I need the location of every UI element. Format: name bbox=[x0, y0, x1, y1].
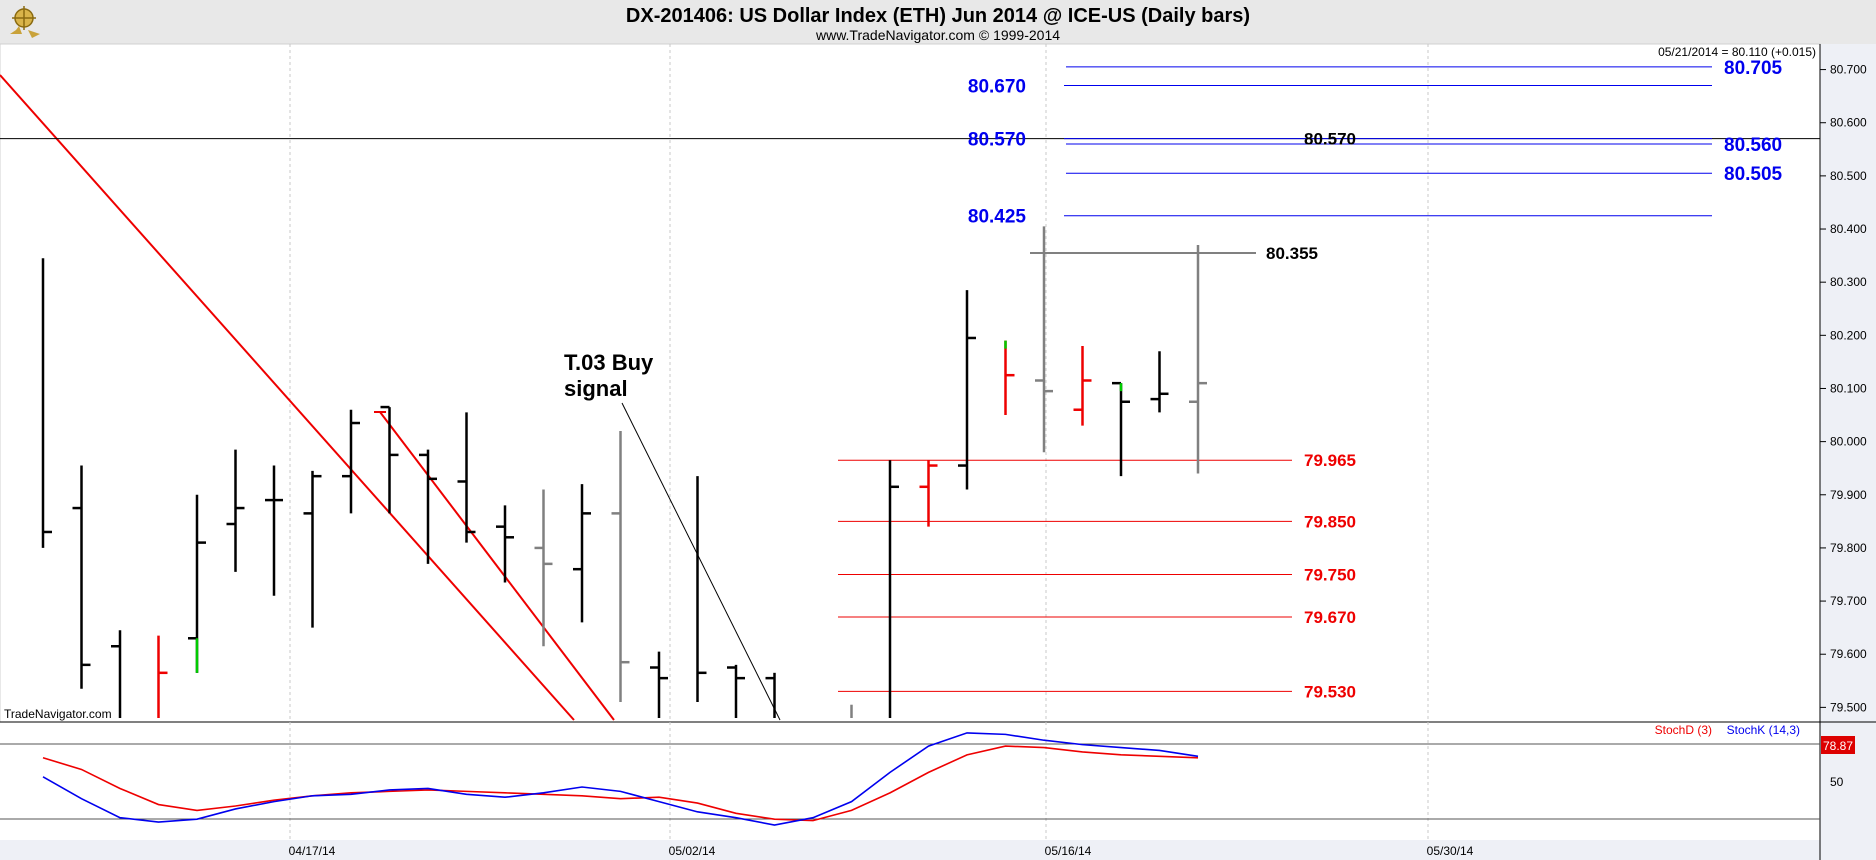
ohlc-bar bbox=[41, 258, 52, 548]
ohlc-bar bbox=[1112, 381, 1130, 477]
ohlc-bar bbox=[496, 505, 514, 583]
trendline-red-2 bbox=[379, 411, 615, 721]
level-label-blue-right: 80.705 bbox=[1724, 58, 1783, 79]
y-tick-label: 79.700 bbox=[1830, 594, 1867, 608]
chart-subtitle: www.TradeNavigator.com © 1999-2014 bbox=[815, 27, 1060, 43]
last-quote-readout: 05/21/2014 = 80.110 (+0.015) bbox=[1658, 45, 1816, 59]
y-tick-label: 80.600 bbox=[1830, 116, 1867, 130]
ohlc-bar bbox=[919, 460, 938, 527]
ohlc-bar bbox=[226, 449, 245, 572]
y-tick-label: 79.500 bbox=[1830, 700, 1867, 714]
ohlc-bar bbox=[1073, 345, 1092, 426]
ohlc-bar bbox=[727, 664, 745, 718]
level-label-black: 80.570 bbox=[1304, 130, 1356, 149]
ohlc-bar bbox=[1189, 244, 1207, 474]
ohlc-bar bbox=[111, 630, 122, 718]
watermark: TradeNavigator.com bbox=[4, 707, 112, 721]
ohlc-bar bbox=[72, 465, 91, 689]
stoch-tick-50: 50 bbox=[1830, 775, 1844, 789]
ohlc-bar bbox=[1150, 351, 1169, 413]
annotation-line-1: T.03 Buy bbox=[564, 350, 654, 375]
x-tick-label: 05/16/14 bbox=[1045, 844, 1092, 858]
ohlc-bar bbox=[611, 430, 630, 703]
stoch-last-value-box bbox=[1821, 736, 1855, 754]
y-tick-label: 80.300 bbox=[1830, 275, 1867, 289]
annotation-pointer bbox=[621, 402, 781, 721]
level-label-blue: 80.670 bbox=[968, 77, 1026, 98]
ohlc-bar bbox=[888, 460, 899, 718]
stoch-d-legend: StochD (3) bbox=[1655, 723, 1712, 737]
y-tick-label: 80.400 bbox=[1830, 222, 1867, 236]
ohlc-bar bbox=[303, 470, 322, 628]
ohlc-bar bbox=[342, 409, 360, 514]
level-label-blue: 80.570 bbox=[968, 130, 1026, 151]
ohlc-bar bbox=[188, 494, 206, 673]
level-label-blue: 80.425 bbox=[968, 207, 1027, 228]
x-tick-label: 05/30/14 bbox=[1427, 844, 1474, 858]
ohlc-bar bbox=[380, 405, 399, 514]
stoch-k-legend: StochK (14,3) bbox=[1727, 723, 1800, 737]
y-tick-label: 80.700 bbox=[1830, 63, 1867, 77]
ohlc-bar bbox=[650, 651, 668, 718]
ohlc-bar bbox=[1004, 340, 1015, 416]
ohlc-bar bbox=[573, 484, 591, 623]
y-tick-label: 79.600 bbox=[1830, 647, 1867, 661]
level-label-blue-right: 80.560 bbox=[1724, 135, 1782, 156]
level-label-black: 80.355 bbox=[1266, 244, 1318, 263]
ohlc-bar bbox=[419, 449, 437, 564]
y-tick-label: 80.000 bbox=[1830, 435, 1867, 449]
y-tick-label: 79.900 bbox=[1830, 488, 1867, 502]
level-label-red: 79.850 bbox=[1304, 512, 1356, 531]
ohlc-bar bbox=[534, 489, 553, 647]
level-label-red: 79.750 bbox=[1304, 565, 1356, 584]
ohlc-bar bbox=[765, 672, 776, 718]
ohlc-bar bbox=[265, 465, 283, 596]
trendline-red-1 bbox=[0, 74, 575, 721]
y-tick-label: 80.100 bbox=[1830, 381, 1867, 395]
stoch-k-line bbox=[42, 732, 1199, 826]
logo-icon bbox=[10, 6, 40, 38]
y-tick-label: 80.500 bbox=[1830, 169, 1867, 183]
ohlc-bar bbox=[157, 635, 168, 718]
level-label-red: 79.670 bbox=[1304, 608, 1356, 627]
ohlc-bar bbox=[958, 290, 976, 490]
ohlc-bar bbox=[696, 476, 707, 703]
stoch-d-line bbox=[42, 745, 1199, 822]
level-label-red: 79.530 bbox=[1304, 682, 1356, 701]
x-tick-label: 05/02/14 bbox=[669, 844, 716, 858]
level-label-blue-right: 80.505 bbox=[1724, 164, 1783, 185]
level-label-red: 79.965 bbox=[1304, 451, 1356, 470]
y-tick-label: 79.800 bbox=[1830, 541, 1867, 555]
y-tick-label: 80.200 bbox=[1830, 328, 1867, 342]
x-tick-label: 04/17/14 bbox=[289, 844, 336, 858]
annotation-line-2: signal bbox=[564, 376, 628, 401]
ohlc-bar bbox=[1035, 226, 1053, 453]
chart-title: DX-201406: US Dollar Index (ETH) Jun 201… bbox=[626, 5, 1250, 27]
stoch-last-value: 78.87 bbox=[1823, 739, 1853, 753]
ohlc-bar bbox=[457, 412, 476, 543]
